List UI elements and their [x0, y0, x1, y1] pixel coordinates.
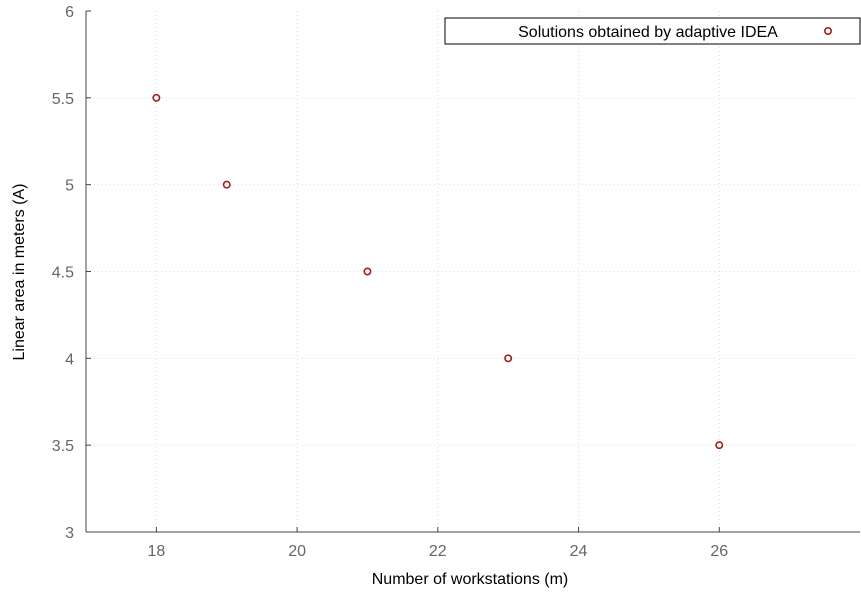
data-point — [152, 93, 161, 102]
grid — [86, 11, 860, 532]
legend-box — [444, 17, 861, 45]
legend-label: Solutions obtained by adaptive IDEA — [518, 24, 778, 41]
x-tick-label: 18 — [147, 543, 165, 560]
x-tick-label: 24 — [570, 543, 588, 560]
data-points — [152, 93, 724, 450]
x-axis-label: Number of workstations (m) — [372, 571, 569, 588]
y-tick-label: 5.5 — [52, 91, 74, 108]
x-tick-label: 26 — [710, 543, 728, 560]
data-point — [504, 354, 513, 363]
y-tick-label: 4.5 — [52, 265, 74, 282]
y-tick-label: 3.5 — [52, 438, 74, 455]
y-tick-label: 4 — [65, 351, 74, 368]
y-tick-label: 5 — [65, 178, 74, 195]
y-axis-label: Linear area in meters (A) — [11, 184, 28, 361]
x-tick-label: 20 — [288, 543, 306, 560]
legend: Solutions obtained by adaptive IDEA — [444, 17, 861, 45]
axes — [85, 10, 860, 533]
x-tick-label: 22 — [429, 543, 447, 560]
y-tick-label: 6 — [65, 4, 74, 21]
data-point — [222, 180, 231, 189]
data-point — [715, 441, 724, 450]
data-point — [363, 267, 372, 276]
y-tick-label: 3 — [65, 525, 74, 542]
tick-labels: 18 20 22 24 26 3 3.5 4 4.5 5 5.5 6 — [52, 4, 729, 560]
legend-marker — [823, 26, 832, 35]
